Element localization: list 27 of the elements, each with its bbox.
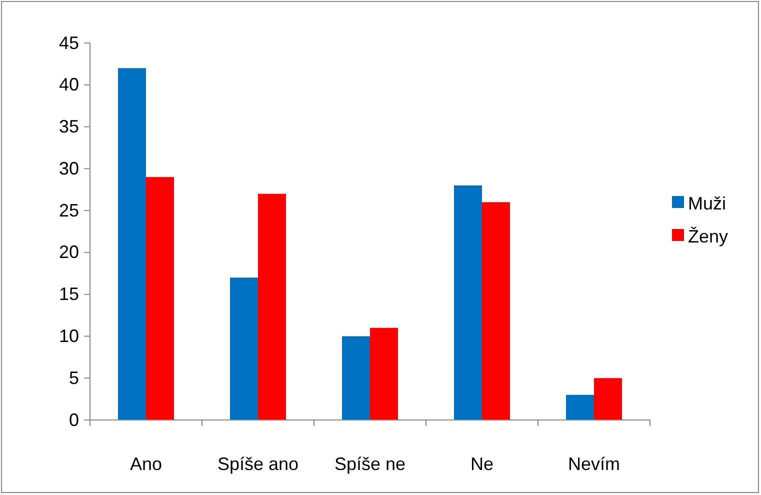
bar (594, 378, 622, 420)
legend-label: Muži (688, 193, 726, 214)
bar (454, 185, 482, 420)
bar (342, 336, 370, 420)
x-tick-label: Ano (130, 454, 162, 474)
y-tick-label: 20 (58, 242, 79, 262)
y-tick-label: 45 (58, 32, 79, 53)
x-tick-label: Nevím (568, 454, 620, 474)
bar (230, 278, 258, 420)
bar (566, 394, 594, 420)
y-tick-label: 30 (58, 158, 79, 178)
y-tick-label: 25 (58, 200, 79, 220)
y-tick-label: 10 (58, 326, 79, 346)
y-tick-label: 35 (58, 116, 79, 137)
bar (258, 194, 286, 420)
x-tick-label: Spíše ano (217, 454, 299, 474)
bar (482, 202, 510, 420)
y-tick-label: 40 (58, 74, 79, 95)
x-tick-label: Ne (470, 454, 494, 474)
bar (370, 328, 398, 420)
y-tick-label: 0 (68, 410, 79, 430)
legend-label: Ženy (688, 226, 728, 246)
x-tick-label: Spíše ne (334, 454, 406, 474)
bar (146, 177, 174, 420)
y-tick-label: 15 (58, 284, 79, 304)
y-tick-label: 5 (68, 368, 79, 388)
bar (118, 68, 146, 420)
